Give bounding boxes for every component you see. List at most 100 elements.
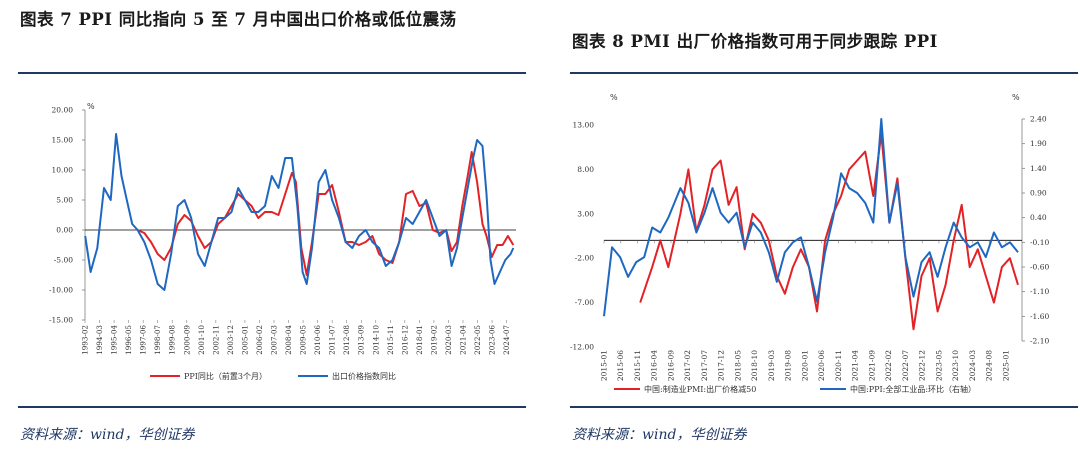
chart-ppi-export: % 20.00 15.00 10.00 5.00 0.00 -5.00 -10.00 -15.0… [49, 102, 516, 381]
x-tick-label: 2022-07 [901, 350, 910, 381]
x-tick-label: 2009-05 [299, 325, 308, 355]
x-tick-label: 2020-06 [817, 350, 826, 381]
top-divider [570, 72, 1078, 74]
x-tick-label: 2023-10 [951, 350, 960, 381]
legend-label-1: 中国:制造业PMI:出厂价格减50 [644, 384, 756, 394]
x-tick-label: 2020-01 [801, 350, 810, 381]
x-tick-label: 2021-09 [867, 350, 876, 381]
x-tick-label: 2021-04 [459, 325, 468, 355]
x-tick-label: 2011-07 [328, 325, 337, 355]
x-tick-label: 2003-12 [226, 325, 235, 355]
x-tick-label: 2007-03 [270, 325, 279, 355]
bottom-divider [18, 406, 526, 408]
x-tick-label: 2018-05 [734, 350, 743, 381]
chart-pmi-ppi: % % 13.00 8.00 3.00 -2.00 -7.00 -12.00 2.40 1.90 1… [570, 93, 1049, 394]
y-right-tick-label: -0.60 [1030, 263, 1049, 272]
x-tick-label: 2013-09 [357, 325, 366, 355]
x-tick-label: 2025-01 [1001, 350, 1010, 381]
x-tick-label: 2015-06 [616, 350, 625, 381]
y-tick-label: -5.00 [54, 256, 73, 265]
x-tick-label: 2024-07 [502, 325, 511, 355]
left-panel: 图表 7 PPI 同比指向 5 至 7 月中国出口价格或低位震荡 % 20.00 1… [0, 0, 528, 463]
x-tick-label: 2001-10 [197, 325, 206, 355]
x-tick-label: 2008-04 [284, 325, 293, 355]
top-divider [18, 72, 526, 74]
right-unit-label: % [1012, 93, 1020, 102]
x-tick-label: 2024-03 [968, 350, 977, 381]
x-tick-label: 2012-08 [342, 325, 351, 355]
x-tick-label: 2019-08 [784, 350, 793, 381]
x-tick-label: 1994-03 [95, 325, 104, 355]
y-right-tick-label: 0.40 [1030, 213, 1047, 222]
legend-label-2: 出口价格指数同比 [332, 371, 396, 381]
x-tick-label: 2017-12 [717, 350, 726, 381]
y-tick-label: -10.00 [49, 286, 73, 295]
bottom-divider [570, 406, 1078, 408]
source-note: 资料来源：wind，华创证券 [20, 427, 195, 443]
y-right-tick-label: 0.90 [1030, 189, 1047, 198]
x-tick-label: 2015-11 [386, 325, 395, 355]
legend-label-1: PPI同比（前置3个月） [184, 371, 267, 381]
y-tick-label: 15.00 [52, 136, 74, 145]
x-tick-label: 2019-03 [767, 350, 776, 381]
x-tick-label: 2002-11 [211, 325, 220, 355]
source-note: 资料来源：wind，华创证券 [572, 427, 747, 443]
chart-title: 图表 7 PPI 同比指向 5 至 7 月中国出口价格或低位震荡 [20, 10, 457, 29]
x-tick-label: 2017-02 [683, 350, 692, 381]
x-tick-label: 1998-07 [153, 325, 162, 355]
y-tick-label: 10.00 [52, 166, 74, 175]
x-tick-label: 2020-03 [444, 325, 453, 355]
x-tick-label: 2006-02 [255, 325, 264, 355]
series-line-2 [84, 133, 515, 291]
chart-title: 图表 8 PMI 出厂价格指数可用于同步跟踪 PPI [572, 32, 938, 51]
x-tick-label: 2022-12 [918, 350, 927, 381]
x-tick-label: 2010-06 [313, 325, 322, 355]
y-tick-label: -15.00 [49, 316, 73, 325]
y-right-tick-label: -2.10 [1030, 337, 1049, 346]
x-tick-label: 2022-05 [473, 325, 482, 355]
right-panel: 图表 8 PMI 出厂价格指数可用于同步跟踪 PPI %% 13.00 8.00 3.… [552, 0, 1080, 463]
x-tick-label: 2000-09 [182, 325, 191, 355]
x-tick-label: 2018-01 [415, 325, 424, 355]
y-left-tick-label: -2.00 [575, 254, 594, 263]
x-tick-label: 2021-04 [851, 350, 860, 381]
left-unit-label: % [610, 93, 618, 102]
y-right-tick-label: -0.10 [1030, 238, 1049, 247]
x-tick-label: 2015-11 [633, 350, 642, 381]
y-right-tick-label: -1.10 [1030, 287, 1049, 296]
x-tick-label: 1997-06 [139, 325, 148, 355]
x-tick-label: 2017-07 [700, 350, 709, 381]
x-tick-label: 2023-06 [488, 325, 497, 355]
series-line-1 [137, 151, 515, 276]
y-left-tick-label: -7.00 [575, 298, 594, 307]
y-right-tick-label: 1.90 [1030, 139, 1047, 148]
x-tick-label: 2023-05 [934, 350, 943, 381]
legend-label-2: 中国:PPI:全部工业品:环比（右轴） [850, 384, 976, 394]
x-tick-label: 1996-05 [124, 325, 133, 355]
x-tick-label: 2016-09 [667, 350, 676, 381]
series-line-2 [603, 118, 1019, 317]
y-left-tick-label: 3.00 [577, 209, 594, 218]
x-tick-label: 2022-02 [884, 350, 893, 381]
y-right-tick-label: -1.60 [1030, 312, 1049, 321]
x-tick-label: 2015-01 [600, 350, 609, 381]
x-tick-label: 2019-02 [429, 325, 438, 355]
y-tick-label: 20.00 [52, 106, 74, 115]
y-right-tick-label: 1.40 [1030, 164, 1047, 173]
y-left-tick-label: -12.00 [570, 343, 594, 352]
y-unit-label: % [87, 102, 95, 111]
y-tick-label: 5.00 [56, 196, 73, 205]
y-tick-label: 0.00 [56, 226, 73, 235]
x-tick-label: 1995-04 [110, 325, 119, 355]
x-tick-label: 1993-02 [81, 325, 90, 355]
x-tick-label: 2018-10 [750, 350, 759, 381]
y-left-tick-label: 8.00 [577, 165, 594, 174]
x-tick-label: 1999-08 [168, 325, 177, 355]
x-tick-label: 2016-12 [400, 325, 409, 355]
x-tick-label: 2014-10 [371, 325, 380, 355]
x-tick-label: 2005-01 [240, 325, 249, 355]
x-tick-label: 2024-08 [985, 350, 994, 381]
y-left-tick-label: 13.00 [573, 121, 595, 130]
y-right-tick-label: 2.40 [1030, 115, 1047, 124]
x-tick-label: 2020-11 [834, 350, 843, 381]
